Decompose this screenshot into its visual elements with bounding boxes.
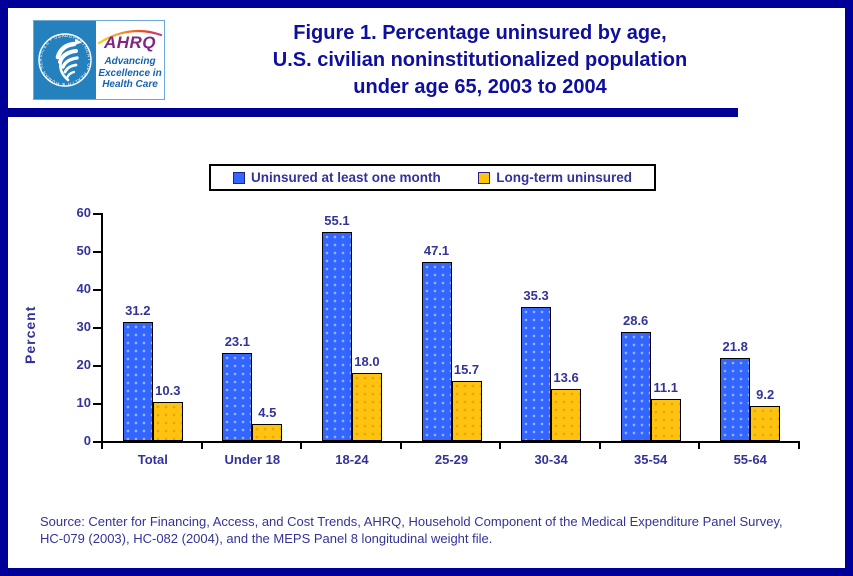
bar-long-term-uninsured [252, 423, 283, 441]
y-tick [93, 251, 101, 253]
x-tick [598, 441, 601, 449]
bar-value-label: 4.5 [258, 404, 277, 420]
figure-title-line: under age 65, 2003 to 2004 [353, 76, 607, 98]
bar-uninsured-at-least-one-month [122, 322, 153, 441]
x-category-label: 18-24 [335, 452, 369, 467]
bar-value-label: 18.0 [354, 353, 380, 369]
tagline-line: Health Care [102, 79, 158, 90]
bar-value-label: 23.1 [224, 334, 250, 350]
legend-label: Uninsured at least one month [251, 170, 441, 185]
y-tick [93, 289, 101, 291]
x-tick [101, 441, 103, 449]
ahrq-hhs-logo: DEPARTMENT OF HEALTH & HUMAN SERVICES • … [33, 20, 165, 100]
x-category-label: Total [137, 452, 168, 467]
y-tick-label: 0 [83, 433, 91, 448]
y-tick-label: 10 [76, 395, 91, 410]
x-tick [798, 441, 800, 449]
ahrq-tagline: Advancing Excellence in Health Care [96, 56, 164, 91]
legend-label: Long-term uninsured [496, 170, 632, 185]
legend-item-long-term: Long-term uninsured [478, 170, 632, 185]
source-note: Source: Center for Financing, Access, an… [40, 513, 830, 547]
source-note-line: HC-079 (2003), HC-082 (2004), and the ME… [40, 531, 493, 546]
y-tick [93, 213, 101, 215]
bar-value-label: 13.6 [553, 370, 579, 386]
x-category-label: 55-64 [733, 452, 767, 467]
bar-value-label: 35.3 [523, 287, 549, 303]
bar-uninsured-at-least-one-month [521, 306, 552, 441]
ahrq-logo: AHRQ Advancing Excellence in Health Care [96, 21, 164, 99]
y-tick [93, 365, 101, 367]
bar-uninsured-at-least-one-month [421, 262, 452, 441]
bar-long-term-uninsured [750, 406, 781, 441]
bar-long-term-uninsured [551, 389, 582, 441]
bar-uninsured-at-least-one-month [222, 353, 253, 441]
bar-uninsured-at-least-one-month [720, 358, 751, 441]
bar-chart: 0 10 20 30 40 50 60 31.2 10.3 Total 23.1 4.5 Under 1… [8, 8, 845, 568]
x-category-label: 35-54 [634, 452, 668, 467]
bar-long-term-uninsured [650, 398, 681, 441]
bar-long-term-uninsured [152, 401, 183, 441]
legend: Uninsured at least one month Long-term u… [209, 164, 656, 191]
bar-long-term-uninsured [351, 372, 382, 441]
y-tick [93, 441, 101, 443]
bar-value-label: 9.2 [756, 387, 775, 403]
legend-marker-blue-icon [233, 171, 245, 184]
x-category-label: Under 18 [224, 452, 281, 467]
x-tick [399, 441, 402, 449]
hhs-eagle-icon: DEPARTMENT OF HEALTH & HUMAN SERVICES • … [38, 33, 92, 87]
figure-title-line: U.S. civilian noninstitutionalized popul… [272, 49, 688, 71]
legend-item-uninsured-month: Uninsured at least one month [233, 170, 441, 185]
figure-title-line: Figure 1. Percentage uninsured by age, [293, 22, 667, 44]
hhs-seal: DEPARTMENT OF HEALTH & HUMAN SERVICES • … [34, 21, 96, 99]
bar-value-label: 28.6 [622, 313, 649, 329]
bar-value-label: 15.7 [453, 362, 480, 378]
bar-value-label: 55.1 [324, 212, 350, 228]
bar-uninsured-at-least-one-month [321, 231, 352, 441]
x-axis-line [101, 441, 800, 443]
x-tick [698, 441, 701, 449]
bar-value-label: 31.2 [125, 303, 151, 319]
header-divider-bar [8, 108, 738, 117]
figure-title: Figure 1. Percentage uninsured by age, U… [150, 20, 810, 101]
x-tick [499, 441, 502, 449]
y-tick-label: 40 [76, 281, 91, 296]
y-axis-line [101, 213, 103, 443]
ahrq-acronym: AHRQ [103, 33, 157, 52]
y-tick [93, 403, 101, 405]
x-category-label: 25-29 [434, 452, 469, 467]
tagline-line: Advancing [104, 56, 156, 67]
bar-uninsured-at-least-one-month [620, 332, 651, 441]
tagline-line: Excellence in [98, 67, 162, 79]
bar-value-label: 10.3 [155, 382, 181, 398]
x-tick [300, 441, 303, 449]
legend-marker-yellow-icon [478, 171, 491, 184]
y-tick [93, 327, 101, 329]
bar-value-label: 47.1 [423, 243, 450, 259]
x-category-label: 30-34 [534, 452, 568, 467]
source-note-line: Source: Center for Financing, Access, an… [40, 514, 783, 529]
bar-long-term-uninsured [451, 381, 482, 441]
bar-value-label: 11.1 [653, 379, 678, 395]
y-tick-label: 20 [76, 357, 91, 372]
rainbow-arc-icon [97, 29, 163, 44]
bar-value-label: 21.8 [722, 339, 748, 355]
y-tick-label: 60 [76, 205, 91, 220]
x-tick [200, 441, 203, 449]
y-tick-label: 30 [76, 319, 91, 334]
y-tick-label: 50 [76, 243, 91, 258]
